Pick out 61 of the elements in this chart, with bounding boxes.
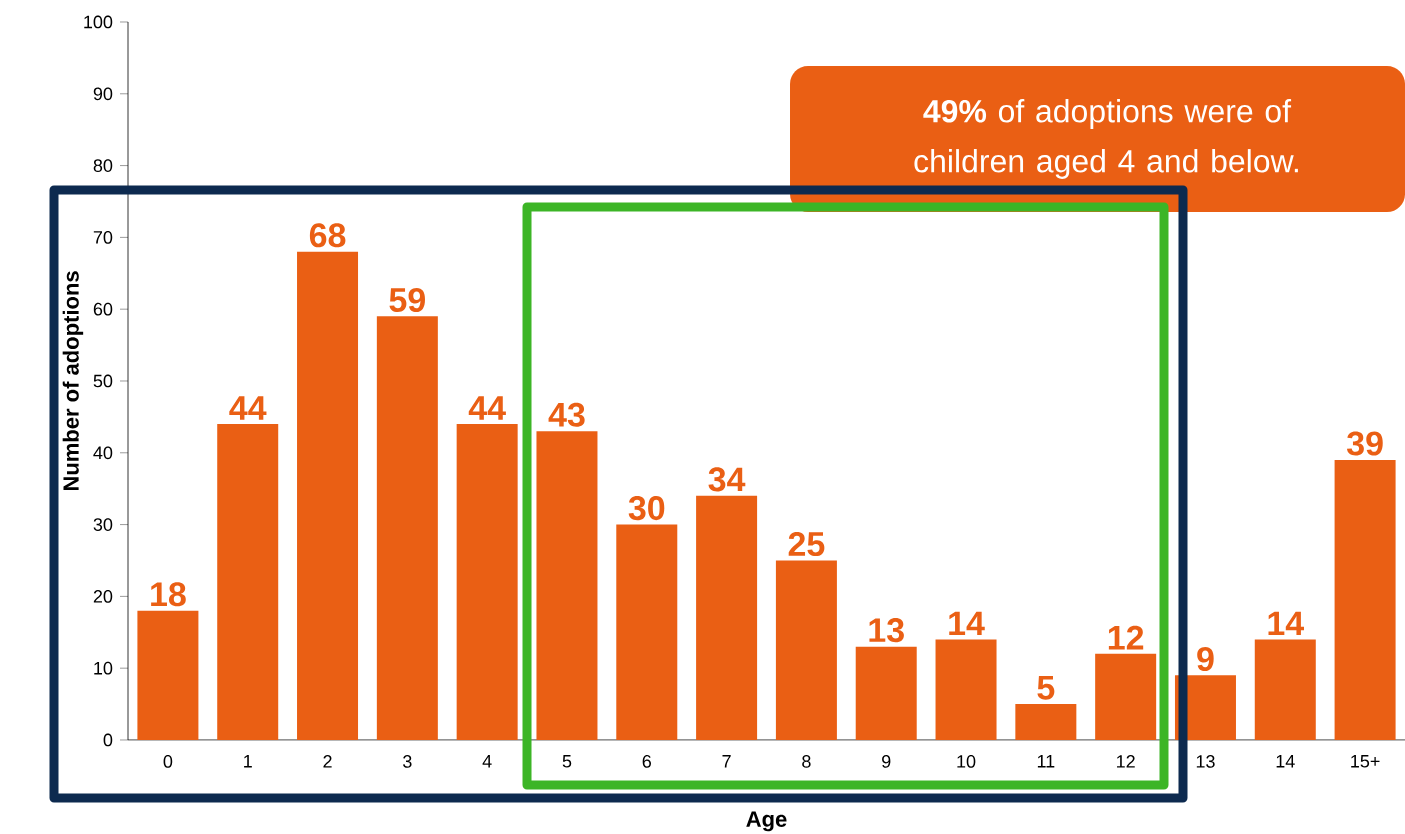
data-label: 39 <box>1346 431 1383 456</box>
data-label: 9 <box>1197 646 1214 671</box>
data-label: 34 <box>708 467 746 492</box>
data-label: 13 <box>869 618 904 643</box>
data-label: 14 <box>1268 611 1304 636</box>
y-tick-label: 10 <box>94 661 113 675</box>
x-tick-label: 7 <box>722 755 731 768</box>
data-label: 25 <box>788 532 825 557</box>
bar <box>855 646 917 740</box>
bar <box>297 251 359 740</box>
bar <box>1095 653 1157 740</box>
data-label: 44 <box>468 396 506 420</box>
y-tick-label: 50 <box>93 374 113 388</box>
x-tick-label: 13 <box>1196 755 1215 768</box>
bar <box>1334 459 1396 740</box>
x-tick-label: 0 <box>163 755 173 768</box>
y-tick-label: 60 <box>93 302 113 316</box>
y-tick-label: 0 <box>103 733 113 747</box>
data-label: 5 <box>1037 675 1055 700</box>
x-tick-label: 4 <box>482 755 492 768</box>
y-tick-label: 40 <box>93 446 113 460</box>
x-tick-label: 10 <box>957 755 976 768</box>
bar <box>456 424 518 740</box>
bar <box>696 495 758 740</box>
data-label: 68 <box>309 223 346 248</box>
x-tick-label: 2 <box>323 755 332 768</box>
bar <box>1254 639 1316 740</box>
y-tick-label: 30 <box>93 518 113 531</box>
x-tick-label: 8 <box>802 755 811 768</box>
y-tick-label: 100 <box>84 15 113 29</box>
data-label: 18 <box>151 582 186 607</box>
data-label: 59 <box>389 287 425 312</box>
data-label: 14 <box>949 611 985 636</box>
data-label: 30 <box>628 496 665 521</box>
x-axis-title: Age <box>746 811 787 832</box>
x-tick-label: 9 <box>882 755 891 768</box>
x-tick-label: 12 <box>1117 755 1135 768</box>
x-tick-label: 3 <box>403 755 412 768</box>
bar <box>1015 704 1077 740</box>
x-tick-label: 15+ <box>1351 755 1380 768</box>
bar <box>137 610 199 740</box>
y-tick-label: 20 <box>93 590 113 603</box>
bar <box>775 560 837 740</box>
x-tick-label: 14 <box>1276 755 1295 768</box>
y-tick-label: 70 <box>93 231 113 244</box>
x-tick-label: 6 <box>642 755 651 768</box>
bar <box>616 524 678 740</box>
x-tick-label: 11 <box>1037 755 1055 768</box>
bar <box>935 639 997 740</box>
y-tick-label: 90 <box>93 87 113 101</box>
x-tick-label: 1 <box>244 755 252 768</box>
data-label: 43 <box>548 402 585 427</box>
data-label: 12 <box>1108 625 1144 650</box>
y-axis-title: Number of adoptions <box>62 271 84 491</box>
bar <box>217 424 279 740</box>
y-tick-label: 80 <box>93 159 113 172</box>
x-tick-label: 5 <box>562 755 572 768</box>
data-label: 44 <box>229 396 267 420</box>
bar <box>536 431 598 740</box>
bar <box>376 316 438 740</box>
annotation: 49% of adoptions were of children aged 4 and below. <box>914 99 1298 179</box>
